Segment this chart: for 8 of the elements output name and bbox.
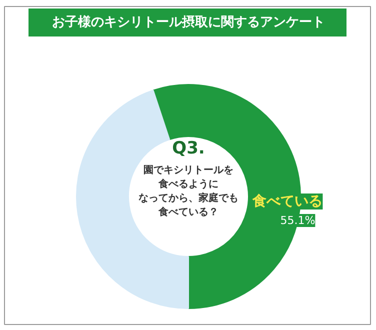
text: 園でキシリトールを [144, 164, 234, 176]
text: 食べるように [158, 178, 218, 190]
chart-title: お子様のキシリトール摂取に関するアンケート [52, 14, 325, 30]
text: Q3. [172, 138, 205, 158]
data-label: 55.1% [280, 214, 316, 228]
slice-label: 食べている [252, 194, 323, 210]
text: 食べている？ [158, 206, 218, 218]
text: なってから、家庭でも [138, 192, 238, 204]
